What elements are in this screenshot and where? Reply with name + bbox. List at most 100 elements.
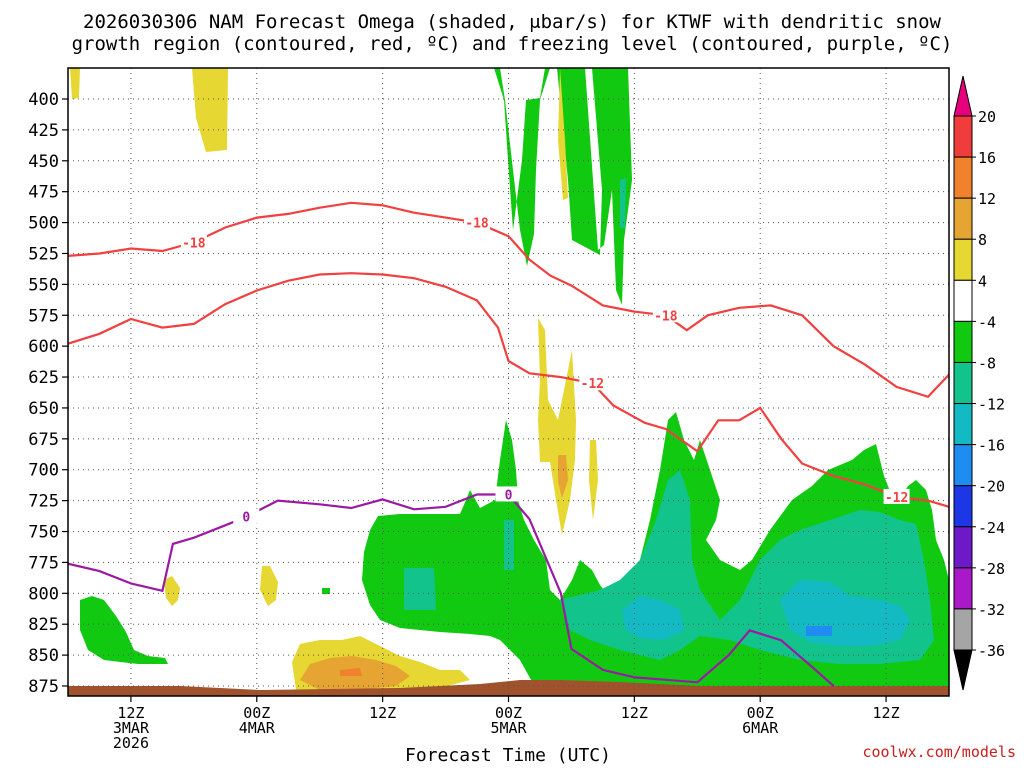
contour-minus-18 bbox=[68, 201, 949, 399]
x-tick-label: 12Z bbox=[873, 704, 900, 722]
colorbar-bin bbox=[953, 526, 973, 569]
y-tick-label: 500 bbox=[28, 214, 59, 234]
y-tick-label: 750 bbox=[28, 523, 59, 543]
contour-label-bg bbox=[495, 486, 522, 502]
colorbar-label: -32 bbox=[978, 601, 1005, 619]
colorbar-bin bbox=[953, 279, 973, 322]
colorbar-label: -8 bbox=[978, 354, 996, 372]
omega-region-upward-low bbox=[322, 588, 330, 594]
y-tick-label: 700 bbox=[28, 461, 59, 481]
omega-region-upward-main bbox=[520, 620, 949, 690]
x-tick-label: 12Z bbox=[369, 704, 396, 722]
y-tick-label: 425 bbox=[28, 121, 59, 141]
y-tick-label: 725 bbox=[28, 492, 59, 512]
x-tick-label: 2026 bbox=[113, 734, 149, 752]
colorbar-bin bbox=[953, 197, 973, 240]
omega-region-sinking-mid bbox=[558, 455, 568, 498]
contour-label-freezing-level: 0 bbox=[505, 488, 513, 503]
colorbar-bin bbox=[953, 361, 973, 405]
colorbar-label: -36 bbox=[978, 642, 1005, 660]
y-tick-label: 775 bbox=[28, 553, 59, 573]
x-tick-label: 4MAR bbox=[239, 719, 276, 737]
y-tick-label: 625 bbox=[28, 368, 59, 388]
colorbar-label: 4 bbox=[978, 272, 987, 290]
colorbar-bin bbox=[953, 485, 973, 528]
contour-label-bg bbox=[652, 307, 679, 323]
colorbar-bin bbox=[953, 444, 973, 487]
colorbar-bin bbox=[953, 608, 973, 651]
credit-text: coolwx.com/models bbox=[862, 743, 1016, 761]
omega-shading bbox=[68, 68, 949, 696]
omega-region-sinking-aloft bbox=[192, 68, 228, 152]
colorbar-label: 20 bbox=[978, 108, 996, 126]
y-axis: 400 425 450 475 500 525 550 575 600 625 650 675 700 7… bbox=[28, 90, 68, 697]
y-tick-label: 400 bbox=[28, 90, 59, 110]
x-tick-label: 00Z bbox=[495, 704, 522, 722]
omega-region-upward-strong bbox=[504, 520, 514, 570]
y-tick-label: 650 bbox=[28, 399, 59, 419]
omega-region-upward-aloft bbox=[494, 68, 632, 305]
contour-label-bg bbox=[883, 488, 910, 504]
omega-region-upward-aloft bbox=[558, 68, 568, 200]
contour-label-freezing-level: 0 bbox=[242, 511, 250, 526]
colorbar: 20 16 12 8 4 -4 -8 -12 -16 -20 -24 -28 -32 -36 bbox=[953, 75, 1005, 691]
colorbar-label: -4 bbox=[978, 313, 996, 331]
contour-label-minus-18: -18 bbox=[465, 217, 489, 232]
x-tick-label: 12Z bbox=[621, 704, 648, 722]
colorbar-bin bbox=[953, 403, 973, 446]
contour-label-minus-18: -18 bbox=[654, 309, 678, 324]
y-tick-label: 450 bbox=[28, 152, 59, 172]
omega-region-sinking-low bbox=[340, 668, 362, 676]
y-tick-label: 525 bbox=[28, 244, 59, 264]
x-tick-label: 12Z bbox=[117, 704, 144, 722]
y-tick-label: 800 bbox=[28, 584, 59, 604]
contour-minus-12 bbox=[68, 272, 949, 508]
colorbar-bin bbox=[953, 156, 973, 199]
contour-label-bg bbox=[579, 375, 606, 391]
contour-label-minus-12: -12 bbox=[581, 377, 604, 392]
colorbar-label: -16 bbox=[978, 437, 1005, 455]
omega-region-upward-aloft bbox=[620, 178, 626, 228]
y-tick-label: 600 bbox=[28, 337, 59, 357]
y-tick-label: 850 bbox=[28, 646, 59, 666]
contour-freezing-level bbox=[68, 493, 835, 687]
x-tick-label: 00Z bbox=[243, 704, 270, 722]
colorbar-label: 16 bbox=[978, 149, 996, 167]
colorbar-label: 12 bbox=[978, 190, 996, 208]
omega-region-sinking-aloft bbox=[70, 68, 80, 99]
chart-title-line-1: 2026030306 NAM Forecast Omega (shaded, μ… bbox=[83, 11, 941, 33]
colorbar-bin bbox=[953, 320, 973, 363]
contour-label-bg bbox=[180, 234, 207, 250]
y-tick-label: 675 bbox=[28, 430, 59, 450]
x-tick-label: 5MAR bbox=[490, 719, 527, 737]
omega-region-sinking-mid bbox=[538, 318, 576, 535]
y-tick-label: 550 bbox=[28, 275, 59, 295]
omega-region-sinking-mid bbox=[589, 440, 598, 520]
omega-region-upward-core bbox=[806, 626, 832, 636]
colorbar-label: -24 bbox=[978, 519, 1005, 537]
x-tick-label: 6MAR bbox=[742, 719, 779, 737]
omega-region-upward-low bbox=[80, 596, 168, 664]
y-tick-label: 575 bbox=[28, 306, 59, 326]
omega-region-upward-strong bbox=[404, 568, 436, 610]
contour-label-bg bbox=[233, 508, 260, 524]
colorbar-bin bbox=[953, 567, 973, 610]
y-tick-label: 875 bbox=[28, 677, 59, 697]
omega-region-upward-low bbox=[164, 576, 180, 606]
omega-region-upward-core bbox=[622, 596, 684, 640]
colorbar-bin-bottom bbox=[953, 649, 973, 691]
y-tick-label: 825 bbox=[28, 615, 59, 635]
colorbar-label: 8 bbox=[978, 231, 987, 249]
contour-label-bg bbox=[464, 214, 491, 230]
x-axis-label: Forecast Time (UTC) bbox=[405, 745, 611, 766]
colorbar-bin bbox=[953, 238, 973, 281]
colorbar-bin bbox=[953, 115, 973, 158]
colorbar-label: -12 bbox=[978, 396, 1005, 414]
omega-region-upward-low bbox=[260, 566, 278, 606]
chart-title-line-2: growth region (contoured, red, ºC) and f… bbox=[71, 33, 953, 55]
contour-label-minus-12: -12 bbox=[885, 491, 908, 506]
contour-label-minus-18: -18 bbox=[182, 236, 206, 251]
contour-lines: -18 -18 -18 -12 -12 0 0 bbox=[68, 201, 949, 687]
